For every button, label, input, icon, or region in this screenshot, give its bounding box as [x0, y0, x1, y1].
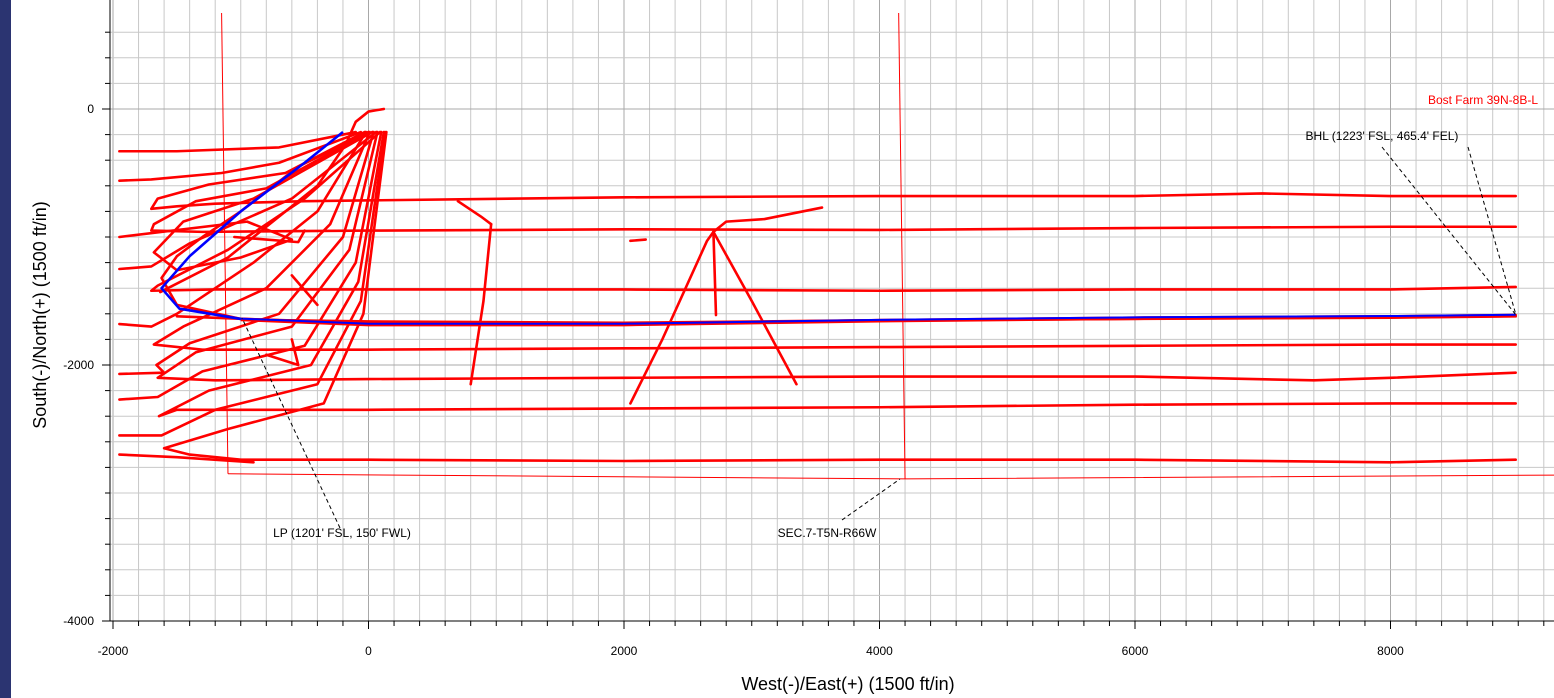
offset-well-path-16 — [162, 130, 1517, 464]
offset-well-path-3 — [118, 130, 363, 182]
bhl-annotation-leader — [1381, 146, 1517, 316]
offset-well-path-25 — [629, 238, 648, 243]
offset-well-path-21 — [233, 229, 306, 244]
section-boundary-south — [227, 473, 1554, 480]
x-tick-label: -2000 — [98, 644, 129, 658]
offset-well-path-27 — [712, 230, 798, 386]
bhl-annotation-leader — [1467, 146, 1517, 316]
y-tick-label: 0 — [87, 102, 94, 116]
plan-well-overlay — [240, 315, 1516, 327]
offset-well-paths — [118, 107, 1517, 464]
axis-ticks: -2000 0 2000 4000 6000 8000 0 -2000 -4000 — [63, 31, 1545, 658]
section-annotation-label: SEC.7-T5N-R66W — [778, 526, 877, 540]
offset-well-path-7 — [118, 130, 378, 271]
x-tick-label: 4000 — [866, 644, 893, 658]
offset-well-path-13 — [118, 130, 383, 401]
section-boundary-west — [221, 12, 229, 474]
offset-well-path-4 — [150, 130, 1517, 211]
offset-well-path-24 — [469, 222, 493, 386]
offset-well-path-12 — [156, 130, 1517, 382]
x-tick-label: 0 — [365, 644, 372, 658]
offset-well-path-14 — [157, 130, 1517, 418]
sidebar-strip — [0, 0, 11, 698]
offset-well-path-29 — [712, 206, 824, 234]
offset-well-path-26 — [629, 230, 715, 405]
x-tick-label: 8000 — [1377, 644, 1404, 658]
plan-well-line — [160, 131, 1516, 326]
x-axis-title: West(-)/East(+) (1500 ft/in) — [741, 674, 954, 694]
bhl-annotation-label: BHL (1223' FSL, 465.4' FEL) — [1306, 129, 1459, 143]
y-tick-label: -2000 — [63, 358, 94, 372]
offset-well-path-19 — [158, 107, 386, 294]
offset-well-path-8 — [150, 130, 1517, 293]
offset-well-path-20 — [290, 274, 319, 307]
offset-well-path-28 — [712, 230, 718, 317]
y-tick-label: -4000 — [63, 614, 94, 628]
offset-well-path-9 — [118, 130, 368, 328]
plan-well-path — [160, 131, 1516, 327]
x-tick-label: 2000 — [611, 644, 638, 658]
offset-well-path-15 — [118, 130, 387, 437]
well-name-label: Bost Farm 39N-8B-L — [1428, 93, 1538, 107]
offset-well-path-22 — [264, 338, 300, 367]
y-axis-title: South(-)/North(+) (1500 ft/in) — [30, 201, 50, 429]
lp-annotation-label: LP (1201' FSL, 150' FWL) — [273, 526, 411, 540]
section-boundary-east — [898, 12, 906, 479]
x-tick-label: 6000 — [1122, 644, 1149, 658]
lp-annotation-leader — [241, 317, 341, 529]
section-annotation-leader — [841, 478, 901, 521]
offset-well-path-23 — [456, 199, 493, 226]
plot-axes — [109, 0, 1554, 622]
offset-well-path-5 — [150, 130, 1517, 234]
section-lines — [221, 12, 1554, 480]
offset-well-path-17 — [118, 453, 255, 464]
plot-annotations: BHL (1223' FSL, 465.4' FEL) LP (1201' FSL… — [241, 129, 1517, 540]
offset-well-path-2 — [118, 130, 358, 153]
